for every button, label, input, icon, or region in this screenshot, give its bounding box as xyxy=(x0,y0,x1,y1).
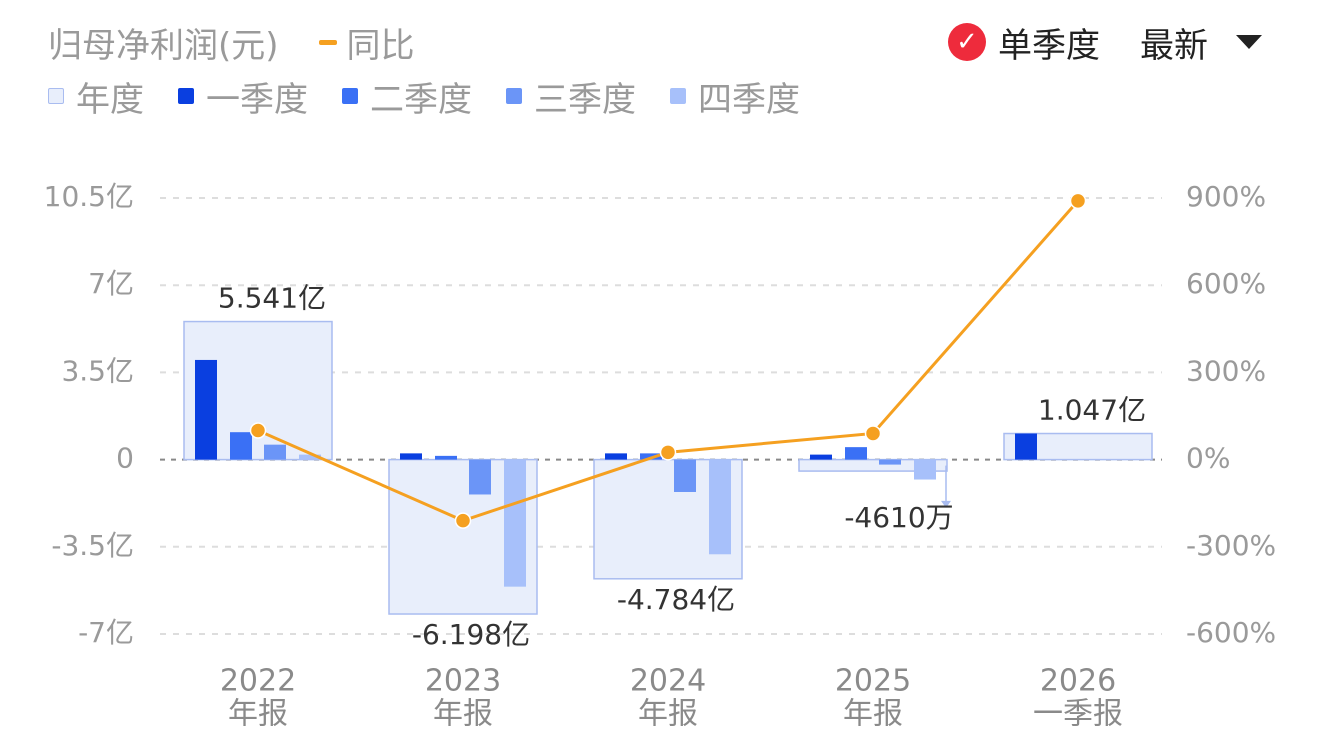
category-period-label: 年报 xyxy=(433,697,493,732)
yoy-point xyxy=(1069,192,1087,210)
legend-label: 年度 xyxy=(76,79,144,120)
legend-swatch xyxy=(670,88,686,104)
legend: 年度 一季度 二季度 三季度 四季度 xyxy=(48,72,834,121)
category-year-label: 2023 xyxy=(425,664,501,699)
left-tick-label: 10.5亿 xyxy=(44,180,134,213)
metric-label: 归母净利润(元) xyxy=(48,25,279,66)
annual-value-label: -4.784亿 xyxy=(617,583,735,616)
category-period-label: 年报 xyxy=(638,697,698,732)
legend-label: 一季度 xyxy=(206,79,308,120)
quarter-bar-1 xyxy=(195,359,217,460)
category-year-label: 2026 xyxy=(1040,664,1116,699)
legend-label: 四季度 xyxy=(698,79,800,120)
annual-bar xyxy=(798,458,948,472)
legend-item-q1[interactable]: 一季度 xyxy=(178,72,308,121)
quarter-bar-3 xyxy=(264,444,286,460)
legend-item-q3[interactable]: 三季度 xyxy=(506,72,636,121)
legend-swatch xyxy=(506,88,522,104)
yoy-point xyxy=(659,444,677,461)
annual-value-label: -4610万 xyxy=(844,501,953,534)
right-tick-label: 300% xyxy=(1186,354,1266,387)
yoy-point xyxy=(249,422,267,439)
left-tick-label: 3.5亿 xyxy=(61,354,134,387)
right-tick-label: 900% xyxy=(1186,180,1266,213)
quarter-bar-3 xyxy=(469,459,491,495)
quarter-bar-4 xyxy=(914,459,936,480)
annual-value-label: 5.541亿 xyxy=(218,282,326,315)
category-year-label: 2025 xyxy=(835,664,911,699)
quarter-bar-1 xyxy=(1015,433,1037,460)
legend-item-q2[interactable]: 二季度 xyxy=(342,72,472,121)
left-tick-label: 0 xyxy=(116,442,134,475)
quarter-bar-4 xyxy=(299,454,321,460)
category-year-label: 2024 xyxy=(630,664,706,699)
category-period-label: 年报 xyxy=(843,697,903,732)
legend-swatch xyxy=(48,88,64,104)
checkmark-icon[interactable]: ✓ xyxy=(948,23,986,61)
legend-label: 三季度 xyxy=(534,79,636,120)
right-tick-label: -600% xyxy=(1186,616,1276,649)
single-quarter-toggle[interactable]: 单季度 xyxy=(998,25,1100,66)
period-dropdown[interactable]: 最新 xyxy=(1140,25,1208,66)
legend-label: 二季度 xyxy=(370,79,472,120)
quarter-bar-1 xyxy=(605,453,627,460)
quarter-bar-3 xyxy=(879,459,901,465)
quarter-bar-2 xyxy=(845,447,867,460)
category-year-label: 2022 xyxy=(220,664,296,699)
category-period-label: 年报 xyxy=(228,697,288,732)
annual-value-label: 1.047亿 xyxy=(1038,394,1146,427)
chevron-down-icon[interactable] xyxy=(1236,35,1262,49)
yoy-legend-marker xyxy=(318,39,337,45)
quarter-bar-1 xyxy=(810,454,832,460)
yoy-point xyxy=(864,425,882,442)
category-period-label: 一季报 xyxy=(1033,697,1123,732)
left-tick-label: -3.5亿 xyxy=(51,529,134,562)
down-arrow-icon xyxy=(941,500,951,508)
left-tick-label: -7亿 xyxy=(78,616,134,649)
chart-controls: ✓ 单季度 最新 xyxy=(948,18,1262,66)
quarter-bar-4 xyxy=(504,459,526,587)
legend-swatch xyxy=(178,88,194,104)
annual-value-label: -6.198亿 xyxy=(412,618,530,651)
right-tick-label: 0% xyxy=(1186,442,1230,475)
quarter-bar-1 xyxy=(400,453,422,460)
left-tick-label: 7亿 xyxy=(88,267,134,300)
quarter-bar-3 xyxy=(674,459,696,492)
yoy-legend-label: 同比 xyxy=(346,25,415,66)
right-tick-label: 600% xyxy=(1186,267,1266,300)
quarter-bar-2 xyxy=(435,455,457,460)
right-tick-label: -300% xyxy=(1186,529,1276,562)
quarter-bar-2 xyxy=(230,432,252,460)
legend-swatch xyxy=(342,88,358,104)
quarter-bar-4 xyxy=(709,459,731,555)
legend-item-annual[interactable]: 年度 xyxy=(48,72,144,121)
chart-title: 归母净利润(元) 同比 xyxy=(48,18,415,66)
legend-item-q4[interactable]: 四季度 xyxy=(670,72,800,121)
yoy-point xyxy=(454,512,472,529)
